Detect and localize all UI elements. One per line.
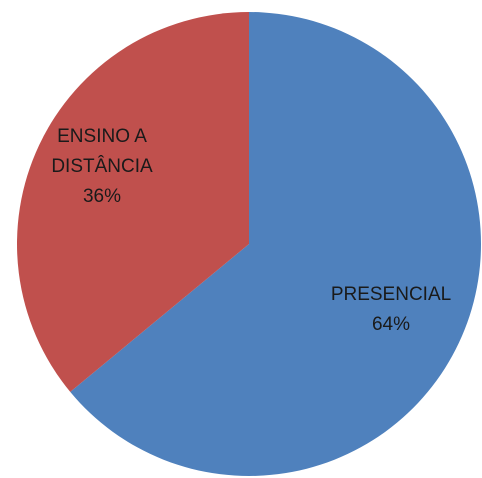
data-label-slice-2-line-1: ENSINO A [57, 126, 147, 147]
pie-slice-1 [70, 12, 482, 477]
pie-data-labels: PRESENCIAL 64% ENSINO A DISTÂNCIA 36% [51, 126, 451, 335]
data-label-slice-2-line-3: 36% [83, 186, 121, 207]
data-label-slice-1-line-1: PRESENCIAL [331, 284, 451, 305]
data-label-slice-1-line-2: 64% [372, 314, 410, 335]
data-label-slice-2-line-2: DISTÂNCIA [51, 155, 153, 177]
pie-slices [17, 12, 482, 477]
pie-slice-2 [17, 12, 249, 392]
